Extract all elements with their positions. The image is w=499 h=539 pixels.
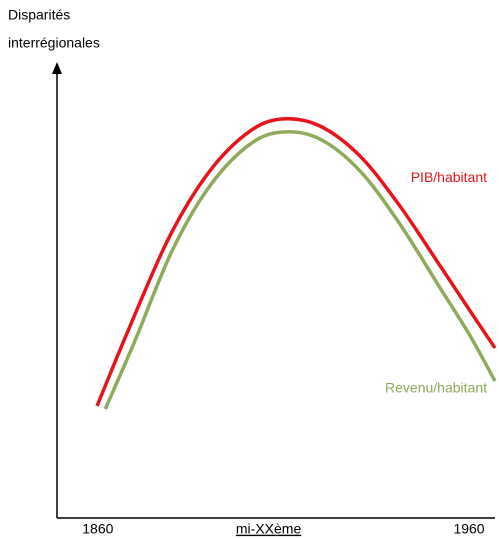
x-tick-label: mi-XXème xyxy=(236,521,302,537)
series-label: Revenu/habitant xyxy=(385,380,487,396)
x-tick-label: 1860 xyxy=(82,521,113,537)
y-axis-label: Disparités xyxy=(8,7,70,23)
line xyxy=(103,130,497,410)
x-tick-label: 1960 xyxy=(453,521,484,537)
y-axis-arrow xyxy=(52,62,62,74)
line xyxy=(95,116,497,407)
y-axis-label: interrégionales xyxy=(8,35,100,51)
series-label: PIB/habitant xyxy=(411,169,487,185)
